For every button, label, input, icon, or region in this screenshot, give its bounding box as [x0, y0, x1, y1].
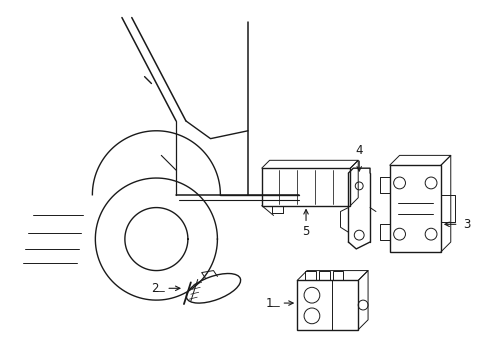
Text: 1: 1 [265, 297, 273, 310]
Bar [297, 280, 358, 330]
Bar [332, 271, 343, 280]
Text: 4: 4 [355, 144, 362, 157]
Bar [305, 271, 315, 280]
Text: 5: 5 [302, 225, 309, 238]
Text: 2: 2 [150, 282, 158, 295]
Text: 3: 3 [462, 218, 469, 231]
Bar [389, 165, 440, 252]
Bar [318, 271, 329, 280]
Bar [261, 168, 349, 206]
